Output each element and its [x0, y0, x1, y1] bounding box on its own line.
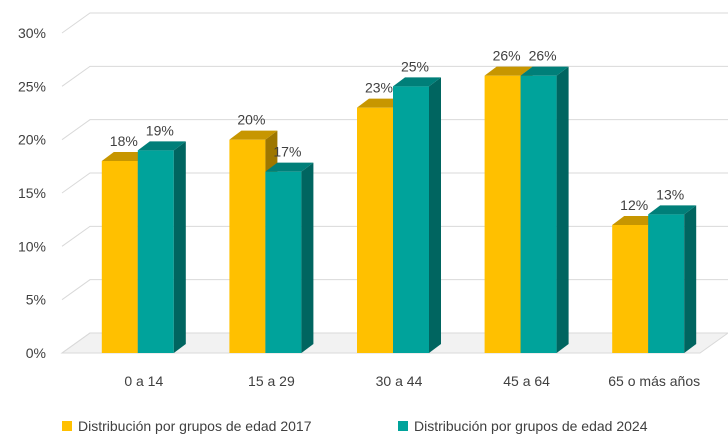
bar: [229, 139, 266, 353]
data-label: 12%: [620, 197, 648, 213]
bar-top: [229, 130, 278, 140]
bar: [612, 225, 649, 353]
data-label: 25%: [401, 58, 429, 74]
bar-top: [265, 162, 314, 172]
x-tick-label: 45 a 64: [503, 373, 550, 389]
bar-side: [301, 162, 314, 353]
x-tick-label: 30 a 44: [376, 373, 423, 389]
bar: [357, 107, 393, 354]
bar: [101, 161, 138, 353]
y-tick-label: 30%: [18, 25, 46, 41]
legend-swatch: [398, 421, 408, 431]
y-tick-label: 5%: [26, 292, 46, 308]
data-label: 26%: [493, 48, 521, 64]
y-tick-label: 0%: [26, 345, 46, 361]
y-tick-label: 10%: [18, 238, 46, 254]
bar: [648, 214, 685, 353]
bar: [137, 150, 174, 353]
data-label: 19%: [146, 122, 174, 138]
bar-top: [137, 141, 186, 151]
bar-top: [393, 77, 441, 87]
x-axis-ticks: 0 a 14 15 a 29 30 a 44 45 a 64 65 o más años: [124, 373, 700, 389]
legend: Distribución por grupos de edad 2017 Dist…: [62, 418, 648, 434]
data-label: 26%: [529, 48, 557, 64]
bar-side: [173, 141, 186, 353]
y-tick-label: 15%: [18, 185, 46, 201]
legend-label: Distribución por grupos de edad 2017: [78, 418, 312, 434]
bar-top: [648, 205, 697, 215]
y-tick-label: 20%: [18, 132, 46, 148]
data-label: 23%: [365, 80, 393, 96]
bar-side: [429, 77, 441, 353]
bar: [484, 75, 521, 354]
bar-top: [484, 66, 533, 76]
x-tick-label: 0 a 14: [124, 373, 163, 389]
bar-side: [684, 205, 697, 353]
gridline: [61, 65, 728, 87]
data-label: 13%: [656, 186, 684, 202]
bar: [393, 86, 429, 353]
bar-side: [556, 66, 569, 354]
x-tick-label: 15 a 29: [248, 373, 295, 389]
data-label: 17%: [273, 144, 301, 160]
bars: [101, 66, 697, 354]
y-axis-ticks: 0% 5% 10% 15% 20% 25% 30%: [18, 25, 46, 361]
bar: [265, 171, 302, 353]
y-tick-label: 25%: [18, 78, 46, 94]
bar-top: [520, 66, 569, 76]
data-label: 18%: [110, 133, 138, 149]
data-labels: 18% 19% 20% 17% 23% 25% 26% 26% 12% 13%: [110, 48, 684, 213]
bar: [520, 75, 557, 354]
x-tick-label: 65 o más años: [608, 373, 700, 389]
gridline: [61, 12, 728, 34]
data-label: 20%: [237, 112, 265, 128]
legend-label: Distribución por grupos de edad 2024: [414, 418, 648, 434]
legend-swatch: [62, 421, 72, 431]
